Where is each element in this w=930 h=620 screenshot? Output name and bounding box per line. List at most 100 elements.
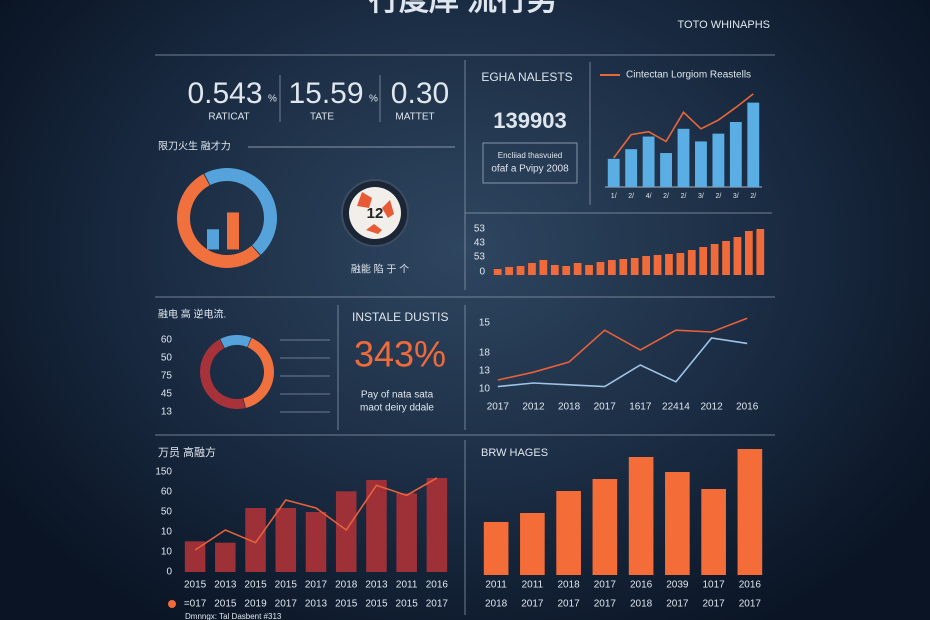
- x-tick-label: 2016: [630, 580, 653, 591]
- line: [194, 477, 438, 551]
- kpi-value: 15.59: [288, 77, 363, 110]
- x-tick-label: 2011: [522, 580, 544, 591]
- highlight-value: 343%: [354, 334, 446, 375]
- x-tick-label: 2018: [630, 599, 653, 610]
- scale-label: 45: [161, 389, 173, 400]
- title: 行度库 流行男: [368, 0, 557, 17]
- y-tick-label: 53: [474, 252, 486, 263]
- x-tick-label: 2016: [736, 402, 759, 413]
- x-tick-label: 2017: [594, 580, 617, 591]
- bar: [592, 479, 618, 575]
- y-tick-label: 53: [474, 224, 486, 235]
- ball-label: 12: [367, 205, 384, 222]
- bar: [756, 229, 765, 275]
- x-tick-label: 2013: [305, 599, 328, 610]
- donut-segment: [176, 173, 261, 269]
- chart-title: Cintectan Lorgiom Reastells: [626, 70, 751, 81]
- x-tick-label: 2017: [426, 599, 449, 610]
- scale-label: 75: [161, 371, 173, 382]
- x-tick-label: 2/: [715, 193, 721, 200]
- scale-label: 50: [161, 353, 173, 364]
- y-tick-label: 18: [479, 348, 491, 359]
- chart-title: 融电 高 逆电流.: [158, 308, 226, 321]
- donut-segment: [199, 339, 246, 409]
- x-tick-label: 2015: [335, 599, 358, 610]
- kpi-value: 0.30: [391, 77, 449, 110]
- bar: [619, 259, 628, 275]
- scale-label: 60: [161, 335, 173, 346]
- x-tick-label: 2/: [663, 193, 669, 200]
- summary-note: ofaf a Pvipy 2008: [491, 164, 569, 175]
- inner-bar: [227, 212, 239, 250]
- bar: [396, 493, 417, 572]
- x-tick-label: 2018: [485, 599, 508, 610]
- bar: [712, 133, 725, 187]
- bar: [737, 449, 763, 575]
- highlight-note: maot deiry ddale: [360, 403, 434, 414]
- kpi-label: MATTET: [395, 112, 434, 123]
- x-tick-label: 2015: [184, 580, 207, 591]
- bar: [275, 508, 297, 572]
- scale-label: 13: [161, 407, 173, 418]
- line: [497, 337, 748, 388]
- y-tick-label: 0: [479, 267, 485, 278]
- bar: [630, 258, 639, 275]
- x-tick-label: 2016: [739, 580, 762, 591]
- legend-dot: [168, 600, 176, 608]
- y-tick-label: 15: [479, 318, 491, 329]
- x-tick-label: 2017: [305, 580, 328, 591]
- x-tick-label: 2019: [244, 599, 267, 610]
- bar: [483, 522, 509, 575]
- x-tick-label: 2015: [396, 599, 419, 610]
- line: [497, 317, 748, 381]
- kpi-label: RATICAT: [208, 112, 249, 123]
- x-tick-label: 22414: [662, 402, 690, 413]
- bar: [573, 263, 582, 275]
- x-tick-label: 2017: [594, 402, 617, 413]
- x-tick-label: 2011: [485, 580, 507, 591]
- x-tick-label: 2039: [666, 580, 689, 591]
- line: [613, 93, 754, 159]
- ball-caption: 融能 陷 于 个: [351, 263, 409, 276]
- x-tick-label: 2011: [396, 580, 418, 591]
- bar: [660, 153, 672, 187]
- x-tick-label: 2016: [426, 580, 449, 591]
- donut-segment: [220, 335, 252, 348]
- kpi-unit: %: [268, 94, 277, 105]
- bar: [184, 541, 206, 572]
- bar: [665, 254, 673, 275]
- x-tick-label: 4/: [646, 193, 652, 200]
- x-tick-label: 2015: [214, 599, 237, 610]
- y-tick-label: 50: [161, 507, 173, 518]
- y-tick-label: 10: [161, 547, 173, 558]
- x-tick-label: 3/: [733, 193, 739, 200]
- bar: [245, 508, 266, 572]
- bar: [676, 253, 685, 275]
- donut-segment: [204, 167, 278, 255]
- x-tick-label: 2017: [703, 599, 726, 610]
- x-tick-label: =017: [184, 599, 207, 610]
- y-tick-label: 10: [161, 527, 173, 538]
- bar: [539, 260, 548, 275]
- kpi-unit: %: [369, 94, 378, 105]
- bar: [607, 158, 620, 187]
- y-tick-label: 13: [479, 366, 491, 377]
- x-tick-label: 2013: [365, 580, 388, 591]
- x-tick-label: 2/: [750, 193, 756, 200]
- x-tick-label: 2018: [335, 580, 358, 591]
- x-tick-label: 2017: [521, 599, 544, 610]
- bar: [722, 241, 730, 275]
- y-tick-label: 60: [161, 487, 173, 498]
- bar: [596, 262, 605, 275]
- bar: [687, 250, 696, 275]
- x-tick-label: 2013: [214, 580, 237, 591]
- x-tick-label: 2015: [365, 599, 388, 610]
- bar: [520, 513, 545, 575]
- chart-title: BRW HAGES: [481, 447, 548, 459]
- y-tick-label: 150: [155, 467, 172, 478]
- bar: [628, 457, 654, 575]
- bar: [550, 265, 559, 275]
- bar: [701, 489, 726, 575]
- summary-value: 139903: [493, 108, 566, 133]
